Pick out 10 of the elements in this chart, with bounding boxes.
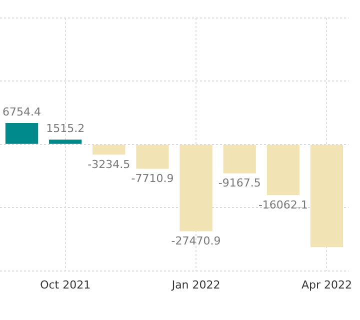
data-label: -7710.9 xyxy=(131,172,174,186)
x-tick-label: Oct 2021 xyxy=(40,278,91,292)
data-label: -9167.5 xyxy=(218,176,261,190)
data-label: -3234.5 xyxy=(88,158,130,171)
data-label: -27470.9 xyxy=(171,234,221,248)
data-label: 6754.4 xyxy=(2,105,42,118)
x-tick-label: Apr 2022 xyxy=(301,278,352,292)
x-tick-label: Jan 2022 xyxy=(170,278,220,292)
data-label: -16062.1 xyxy=(258,198,308,212)
data-label: 1515.2 xyxy=(46,122,85,135)
